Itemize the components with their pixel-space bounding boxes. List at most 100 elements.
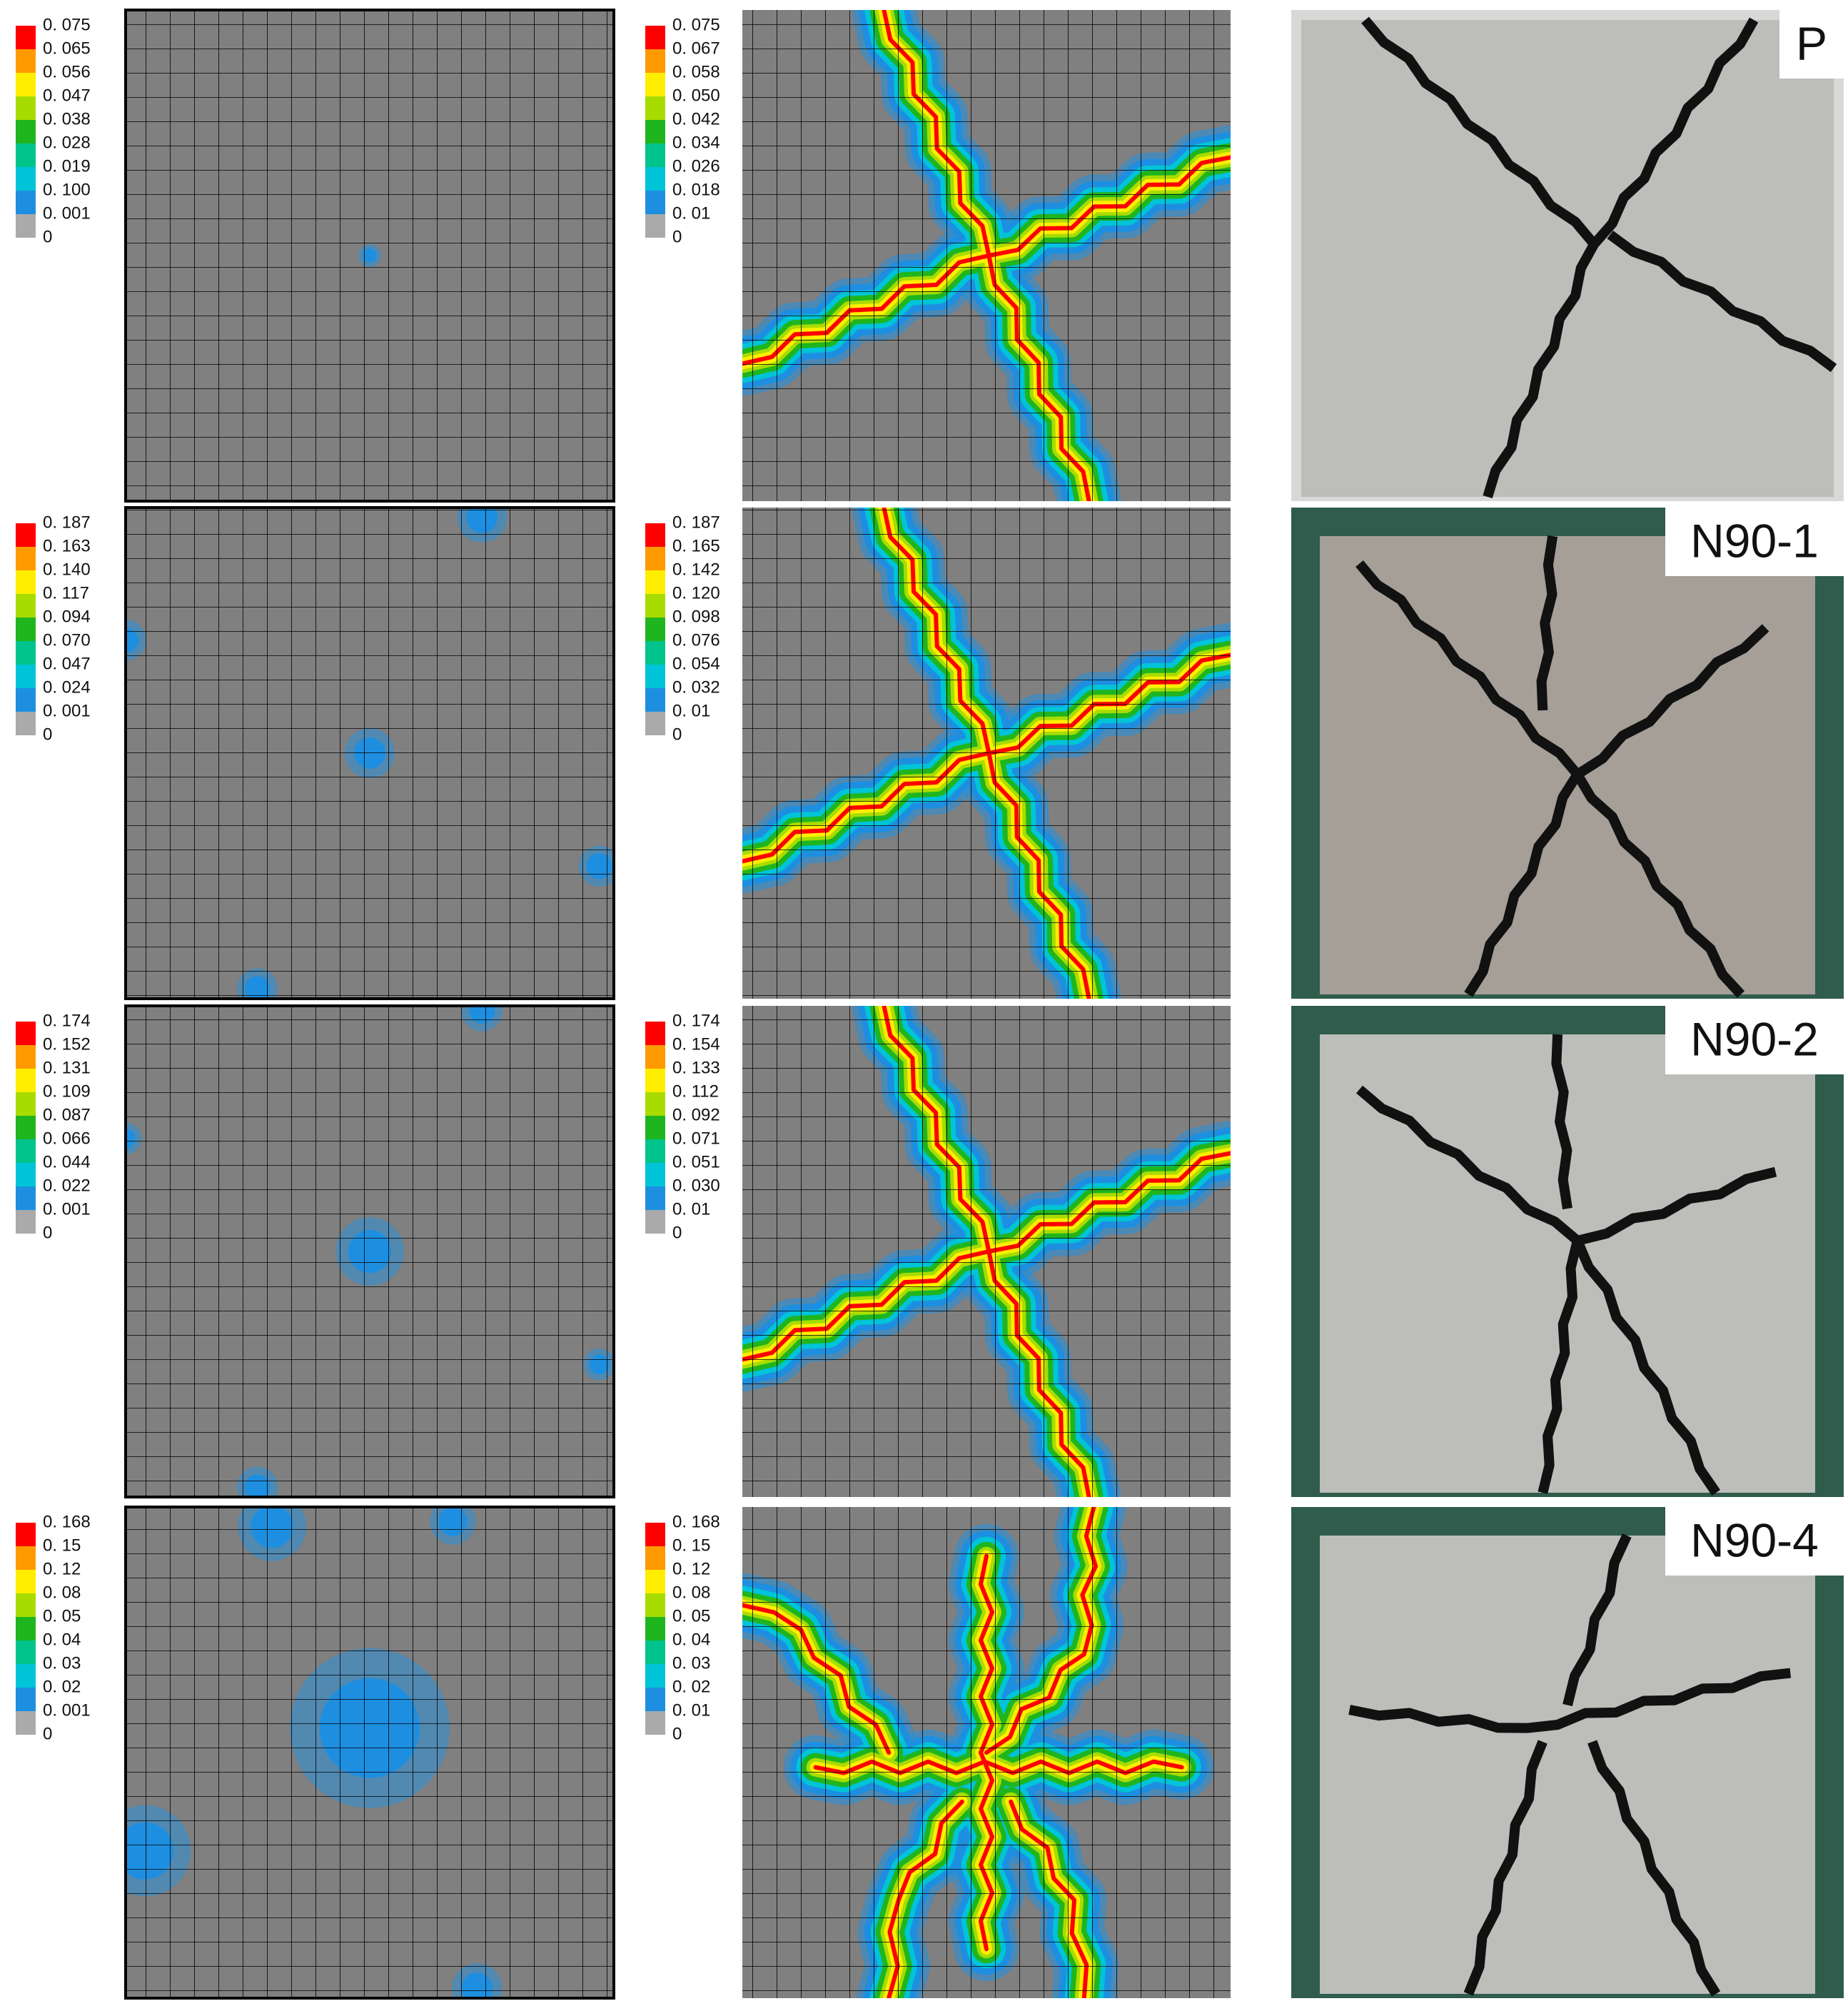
legend-label: 0. 12: [672, 1559, 710, 1578]
legend-label: 0: [672, 725, 682, 744]
legend-swatch: [16, 1116, 36, 1139]
legend-label: 0. 01: [672, 1199, 710, 1219]
legend-label: 0. 030: [672, 1176, 720, 1195]
damage-contour-right: [742, 1507, 1231, 1998]
legend-label: 0. 076: [672, 630, 720, 650]
legend-label: 0: [43, 725, 52, 744]
legend-swatch: [645, 688, 665, 712]
legend-label: 0. 067: [672, 39, 720, 58]
legend-swatch: [645, 191, 665, 214]
legend-swatch: [16, 143, 36, 167]
photo-crack: [1483, 241, 1599, 499]
legend-swatch: [645, 1022, 665, 1045]
legend-swatch: [16, 641, 36, 665]
legend-label: 0. 034: [672, 133, 720, 152]
legend-swatch: [645, 523, 665, 547]
legend-swatch: [16, 1570, 36, 1593]
legend-label: 0. 01: [672, 701, 710, 720]
legend-label: 0. 187: [672, 513, 720, 532]
legend-swatch: [16, 1640, 36, 1664]
legend-label: 0. 054: [672, 654, 720, 673]
legend-label: 0. 044: [43, 1152, 91, 1171]
legend-swatch: [645, 1546, 665, 1570]
legend-label: 0. 100: [43, 180, 91, 199]
legend-label: 0. 051: [672, 1152, 720, 1171]
legend-label: 0. 133: [672, 1058, 720, 1077]
legend-label: 0. 058: [672, 62, 720, 81]
legend-label: 0. 066: [43, 1129, 91, 1148]
legend-swatch: [16, 1139, 36, 1163]
legend-label: 0. 142: [672, 560, 720, 579]
legend-label: 0: [43, 1724, 52, 1743]
legend-label: 0. 032: [672, 677, 720, 697]
legend-label: 0. 018: [672, 180, 720, 199]
photo-crack: [1587, 1740, 1721, 1997]
legend-swatch: [16, 26, 36, 49]
legend-swatch: [16, 547, 36, 570]
legend-swatch: [16, 1523, 36, 1546]
legend-swatch: [16, 523, 36, 547]
legend-swatch: [16, 688, 36, 712]
legend-label: 0: [43, 227, 52, 246]
damage-contour-left: [124, 1506, 615, 2000]
legend-label: 0. 01: [672, 1700, 710, 1720]
photo-crack: [1572, 772, 1745, 998]
slab: [1320, 1536, 1815, 1994]
legend-label: 0. 05: [672, 1606, 710, 1626]
legend-swatch: [645, 712, 665, 735]
legend-label: 0. 154: [672, 1034, 720, 1054]
legend-label: 0. 02: [672, 1677, 710, 1696]
legend-label: 0: [672, 1223, 682, 1242]
legend-swatch: [16, 1045, 36, 1069]
legend-label: 0. 024: [43, 677, 91, 697]
legend-label: 0. 12: [43, 1559, 81, 1578]
legend-label: 0. 087: [43, 1105, 91, 1124]
photo-label: N90-2: [1690, 1012, 1819, 1065]
label-box: [1665, 1006, 1844, 1074]
photo-crack: [1572, 1239, 1720, 1496]
legend-label: 0. 047: [43, 86, 91, 105]
legend-label: 0. 001: [43, 1199, 91, 1219]
legend-swatch: [645, 1045, 665, 1069]
legend-label: 0. 071: [672, 1129, 720, 1148]
legend-label: 0. 065: [43, 39, 91, 58]
legend-label: 0. 112: [672, 1082, 719, 1101]
legend-label: 0. 03: [672, 1653, 710, 1673]
legend-swatch: [645, 1163, 665, 1186]
mesh-grid: [742, 1507, 1231, 1998]
legend-label: 0. 026: [672, 156, 720, 176]
mesh-grid: [742, 1006, 1231, 1497]
legend-label: 0. 022: [43, 1176, 91, 1195]
legend-label: 0. 075: [43, 15, 91, 34]
slab: [1301, 20, 1834, 497]
legend-label: 0. 131: [43, 1058, 91, 1077]
mesh-grid: [126, 10, 614, 501]
legend-label: 0. 165: [672, 536, 720, 555]
legend-swatch: [16, 96, 36, 120]
legend-label: 0. 03: [43, 1653, 81, 1673]
legend-label: 0. 01: [672, 203, 710, 223]
legend-label: 0. 168: [672, 1512, 720, 1531]
legend-swatch: [16, 618, 36, 641]
legend-swatch: [645, 1523, 665, 1546]
legend-label: 0. 04: [43, 1630, 81, 1649]
legend-label: 0. 163: [43, 536, 91, 555]
legend-swatch: [645, 49, 665, 73]
photo-crack: [1463, 1740, 1547, 1996]
legend-swatch: [645, 1617, 665, 1640]
legend-swatch: [645, 1186, 665, 1210]
mesh-border: [124, 1506, 615, 2000]
legend-swatch: [645, 547, 665, 570]
legend-label: 0. 04: [672, 1630, 710, 1649]
photo-crack: [1562, 1533, 1632, 1707]
legend-label: 0. 028: [43, 133, 91, 152]
mesh-border: [124, 506, 615, 1000]
damage-contour-right: [742, 508, 1231, 999]
legend-label: 0. 001: [43, 1700, 91, 1720]
photo-label: N90-1: [1690, 514, 1819, 567]
mesh-grid: [742, 508, 1231, 999]
legend-swatch: [645, 1688, 665, 1711]
legend-label: 0. 08: [672, 1583, 710, 1602]
legend-swatch: [645, 1116, 665, 1139]
